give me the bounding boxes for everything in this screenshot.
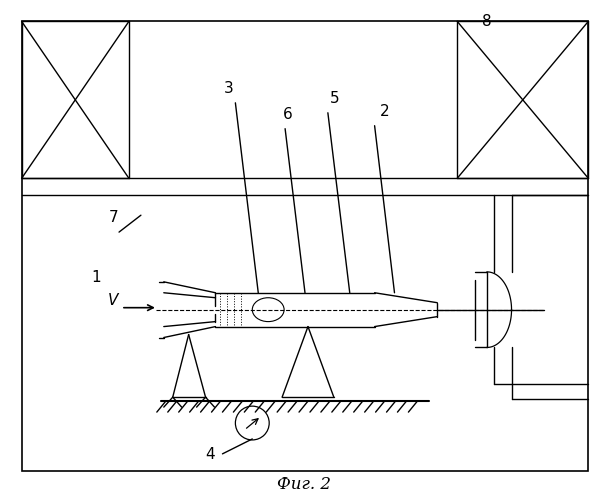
Text: V: V (108, 292, 118, 308)
Text: 3: 3 (224, 81, 233, 96)
Text: 1: 1 (91, 270, 101, 285)
Text: 6: 6 (283, 106, 293, 122)
Text: 8: 8 (482, 14, 492, 29)
Text: 4: 4 (206, 447, 215, 462)
Text: 2: 2 (380, 104, 389, 118)
Text: Фиг. 2: Фиг. 2 (277, 476, 331, 492)
Text: 5: 5 (330, 91, 340, 106)
Text: 7: 7 (108, 210, 118, 225)
